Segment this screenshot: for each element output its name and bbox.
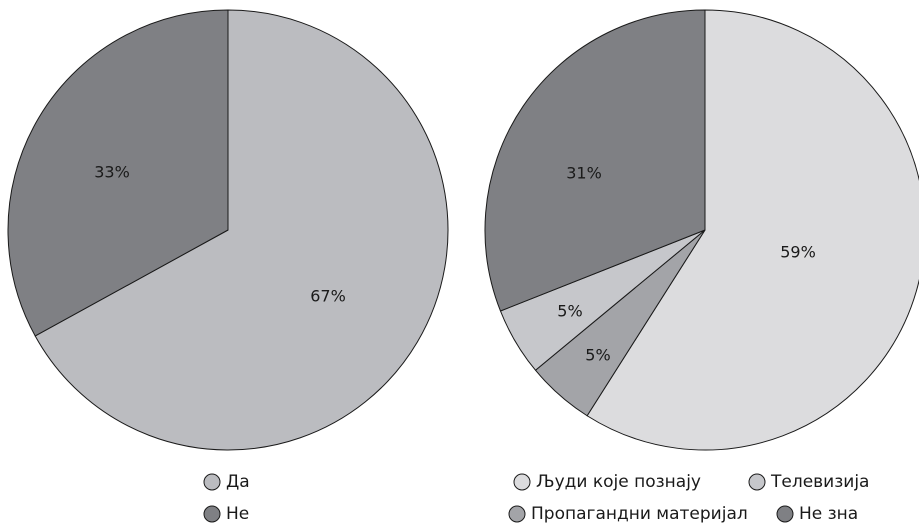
slice-value-label-0-1: 33% [94,163,130,182]
legend-swatch-ljudi [513,473,531,491]
legend-entry-da: Да [203,472,250,492]
legend-entry-ne: Не [203,504,249,524]
legend-swatch-ne-zna [776,505,794,523]
legend-swatch-ne [203,505,221,523]
pie-chart-right: 59% 5% 5% 31% [484,9,919,451]
legend-swatch-da [203,473,221,491]
pie-slice-0-0 [34,9,449,451]
legend-label-da: Да [226,472,250,492]
slice-value-label-1-1: 5% [585,346,610,365]
legend-right: Људи које познају Телевизија Пропагандни… [508,472,869,524]
pie-chart-left: 67% 33% [7,9,449,451]
legend-label-ne-zna: Не зна [799,504,858,524]
pie-slice-1-0 [586,9,919,451]
legend-swatch-propagandni [508,505,526,523]
slice-value-label-1-0: 59% [780,243,816,262]
legend-label-ne: Не [226,504,249,524]
legend-label-ljudi: Људи које познају [536,472,701,492]
slice-value-label-1-2: 5% [557,302,582,321]
legend-label-propagandni: Пропагандни материјал [531,504,748,524]
legend-entry-propagandni: Пропагандни материјал [508,504,748,524]
pie-slice-1-3 [484,9,706,312]
slice-value-label-1-3: 31% [566,164,602,183]
pie-slice-0-1 [7,9,229,337]
legend-swatch-televizija [748,473,766,491]
legend-left: Да Не [203,472,250,524]
legend-entry-ne-zna: Не зна [776,504,858,524]
slice-value-label-0-0: 67% [310,287,346,306]
legend-label-televizija: Телевизија [770,472,869,492]
legend-entry-ljudi: Људи које познају [513,472,701,492]
legend-entry-televizija: Телевизија [748,472,869,492]
